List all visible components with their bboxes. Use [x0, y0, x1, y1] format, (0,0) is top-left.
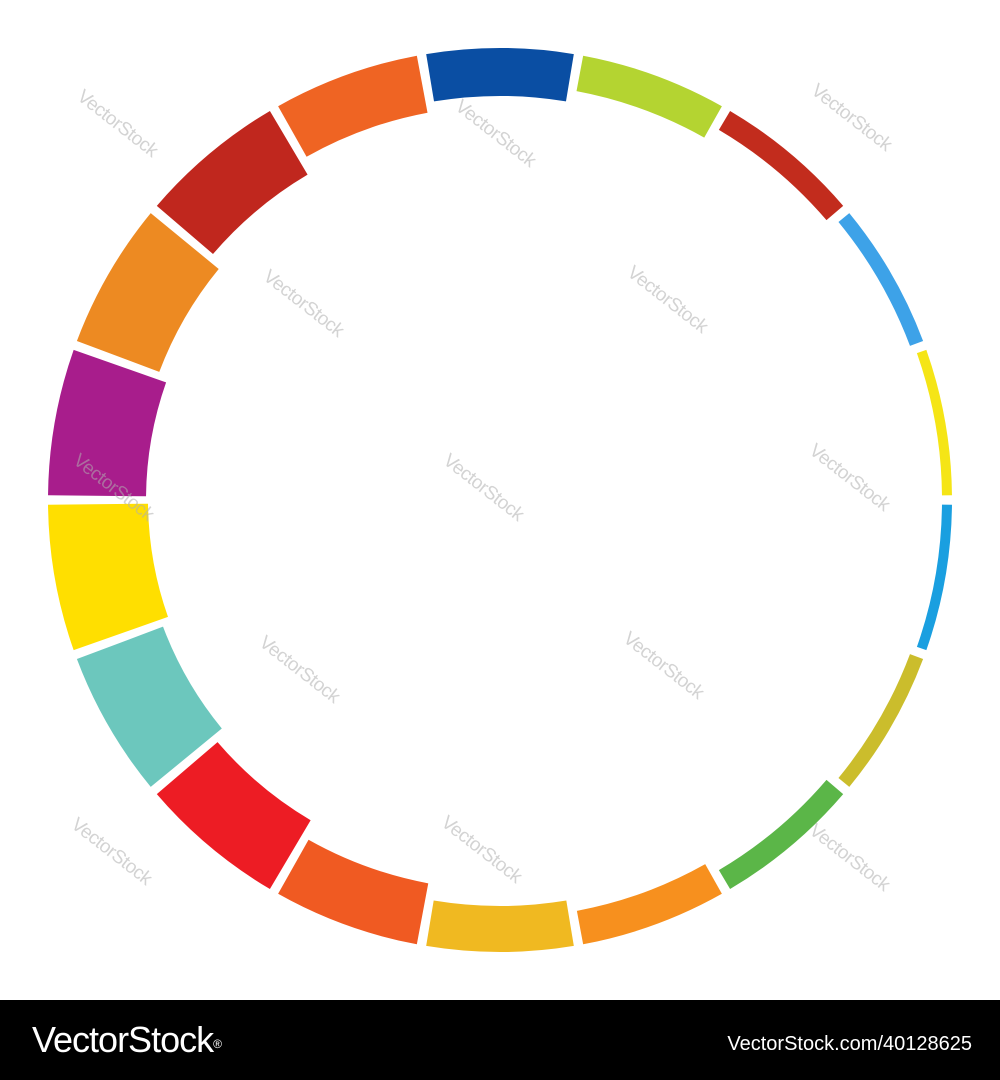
ring-segment	[76, 626, 222, 787]
ring-segment	[156, 742, 311, 890]
ring-segment	[718, 110, 844, 221]
ring-segment	[156, 110, 308, 255]
registered-mark: ®	[213, 1037, 222, 1051]
segmented-color-ring	[48, 48, 952, 952]
footer-logo-text: VectorStock	[32, 1019, 214, 1060]
footer-image-id: VectorStock.com/40128625	[727, 1033, 972, 1055]
ring-segment	[48, 349, 167, 497]
ring-segment	[838, 654, 924, 787]
ring-segment	[718, 779, 844, 890]
ring-segment	[838, 213, 924, 346]
ring-segment	[916, 504, 952, 651]
ring-segment	[278, 55, 428, 157]
ring-segment	[426, 48, 574, 102]
ring-segment	[48, 503, 168, 651]
ring-segment	[426, 900, 574, 952]
ring-segment	[576, 55, 722, 138]
ring-segment	[76, 213, 219, 372]
ring-segment	[278, 839, 429, 945]
ring-segment	[916, 349, 952, 496]
ring-segment	[576, 864, 722, 945]
footer-bar: VectorStock® VectorStock.com/40128625	[0, 1000, 1000, 1080]
footer-logo: VectorStock®	[32, 1019, 222, 1060]
